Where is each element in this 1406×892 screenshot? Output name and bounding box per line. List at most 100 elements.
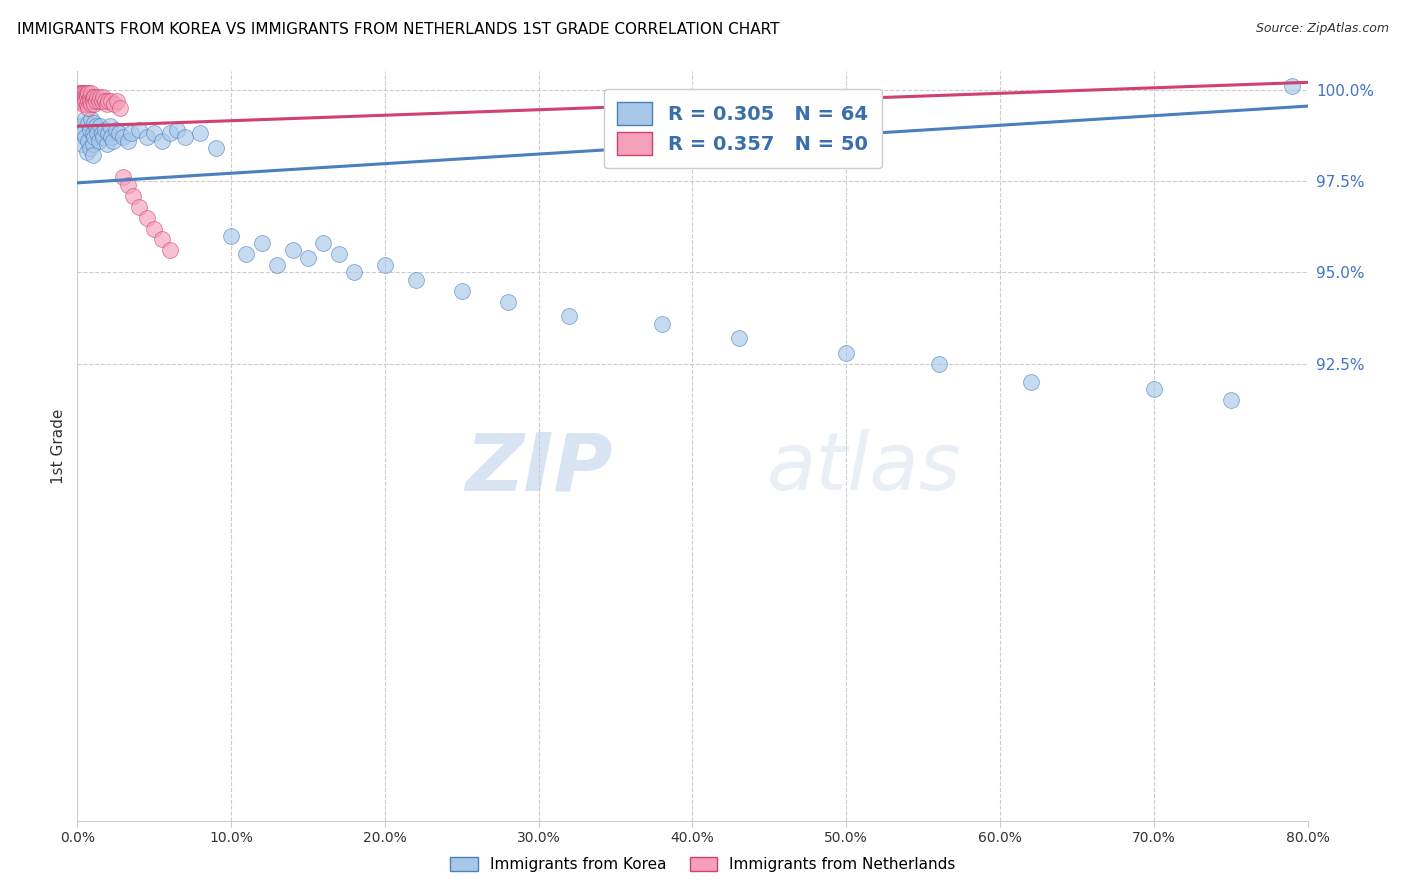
Point <box>159 244 181 258</box>
Point <box>97 127 120 141</box>
Point <box>150 232 173 246</box>
Point <box>135 211 157 225</box>
Point <box>82 137 104 152</box>
Point <box>343 265 366 279</box>
Point <box>72 90 94 104</box>
Point <box>266 258 288 272</box>
Point <box>73 112 96 126</box>
Point <box>87 94 110 108</box>
Point <box>86 127 108 141</box>
Point <box>128 200 150 214</box>
Point <box>72 94 94 108</box>
Point <box>101 134 124 148</box>
Point <box>94 94 117 108</box>
Point <box>100 130 122 145</box>
Point <box>1281 78 1303 93</box>
Point <box>112 130 135 145</box>
Point <box>143 127 166 141</box>
Point <box>405 273 427 287</box>
Point <box>69 94 91 108</box>
Point <box>135 130 157 145</box>
Point <box>70 137 93 152</box>
Point <box>86 90 108 104</box>
Point <box>77 94 100 108</box>
Point <box>235 247 257 261</box>
Point <box>89 119 111 133</box>
Point <box>1143 382 1166 396</box>
Point <box>76 87 98 101</box>
Point <box>117 178 139 192</box>
Point <box>143 221 166 235</box>
Point <box>82 90 104 104</box>
Point <box>83 130 105 145</box>
Point <box>76 145 98 159</box>
Point <box>76 90 98 104</box>
Y-axis label: 1st Grade: 1st Grade <box>51 409 66 483</box>
Point <box>67 90 90 104</box>
Point <box>93 90 115 104</box>
Point <box>281 244 304 258</box>
Point <box>80 87 103 101</box>
Point <box>70 87 93 101</box>
Text: ZIP: ZIP <box>465 429 613 508</box>
Legend: R = 0.305   N = 64, R = 0.357   N = 50: R = 0.305 N = 64, R = 0.357 N = 50 <box>603 88 882 169</box>
Point <box>103 97 125 112</box>
Point <box>80 97 103 112</box>
Point <box>100 94 122 108</box>
Point <box>79 141 101 155</box>
Point <box>94 123 117 137</box>
Point <box>727 331 749 345</box>
Point <box>250 236 273 251</box>
Point <box>328 247 350 261</box>
Point <box>651 317 673 331</box>
Point <box>82 94 104 108</box>
Point <box>108 127 131 141</box>
Point <box>77 134 100 148</box>
Point <box>835 346 858 360</box>
Point <box>72 87 94 101</box>
Point <box>90 94 114 108</box>
Point <box>150 134 173 148</box>
Point <box>70 90 93 104</box>
Point <box>96 137 118 152</box>
Point <box>104 123 127 137</box>
Point <box>84 94 107 108</box>
Text: IMMIGRANTS FROM KOREA VS IMMIGRANTS FROM NETHERLANDS 1ST GRADE CORRELATION CHART: IMMIGRANTS FROM KOREA VS IMMIGRANTS FROM… <box>17 22 779 37</box>
Text: Source: ZipAtlas.com: Source: ZipAtlas.com <box>1256 22 1389 36</box>
Point <box>77 87 100 101</box>
Point <box>297 251 319 265</box>
Point <box>87 134 110 148</box>
Point <box>450 284 472 298</box>
Point <box>79 94 101 108</box>
Point <box>121 188 143 202</box>
Point <box>120 127 142 141</box>
Point <box>128 123 150 137</box>
Point <box>105 94 128 108</box>
Point <box>76 97 98 112</box>
Point <box>117 134 139 148</box>
Point <box>97 94 120 108</box>
Point <box>73 90 96 104</box>
Point <box>188 127 212 141</box>
Point <box>82 148 104 162</box>
Point <box>312 236 335 251</box>
Point <box>69 90 91 104</box>
Point <box>558 310 581 324</box>
Point <box>174 130 197 145</box>
Point <box>159 127 181 141</box>
Point <box>219 228 242 243</box>
Point <box>72 127 94 141</box>
Point <box>77 101 100 115</box>
Point <box>77 115 100 129</box>
Point <box>79 90 101 104</box>
Legend: Immigrants from Korea, Immigrants from Netherlands: Immigrants from Korea, Immigrants from N… <box>443 849 963 880</box>
Point <box>112 170 135 185</box>
Point <box>374 258 396 272</box>
Point <box>84 119 107 133</box>
Point <box>73 130 96 145</box>
Point <box>69 119 91 133</box>
Point <box>496 294 519 309</box>
Point <box>110 101 132 115</box>
Point <box>89 90 111 104</box>
Point <box>93 130 115 145</box>
